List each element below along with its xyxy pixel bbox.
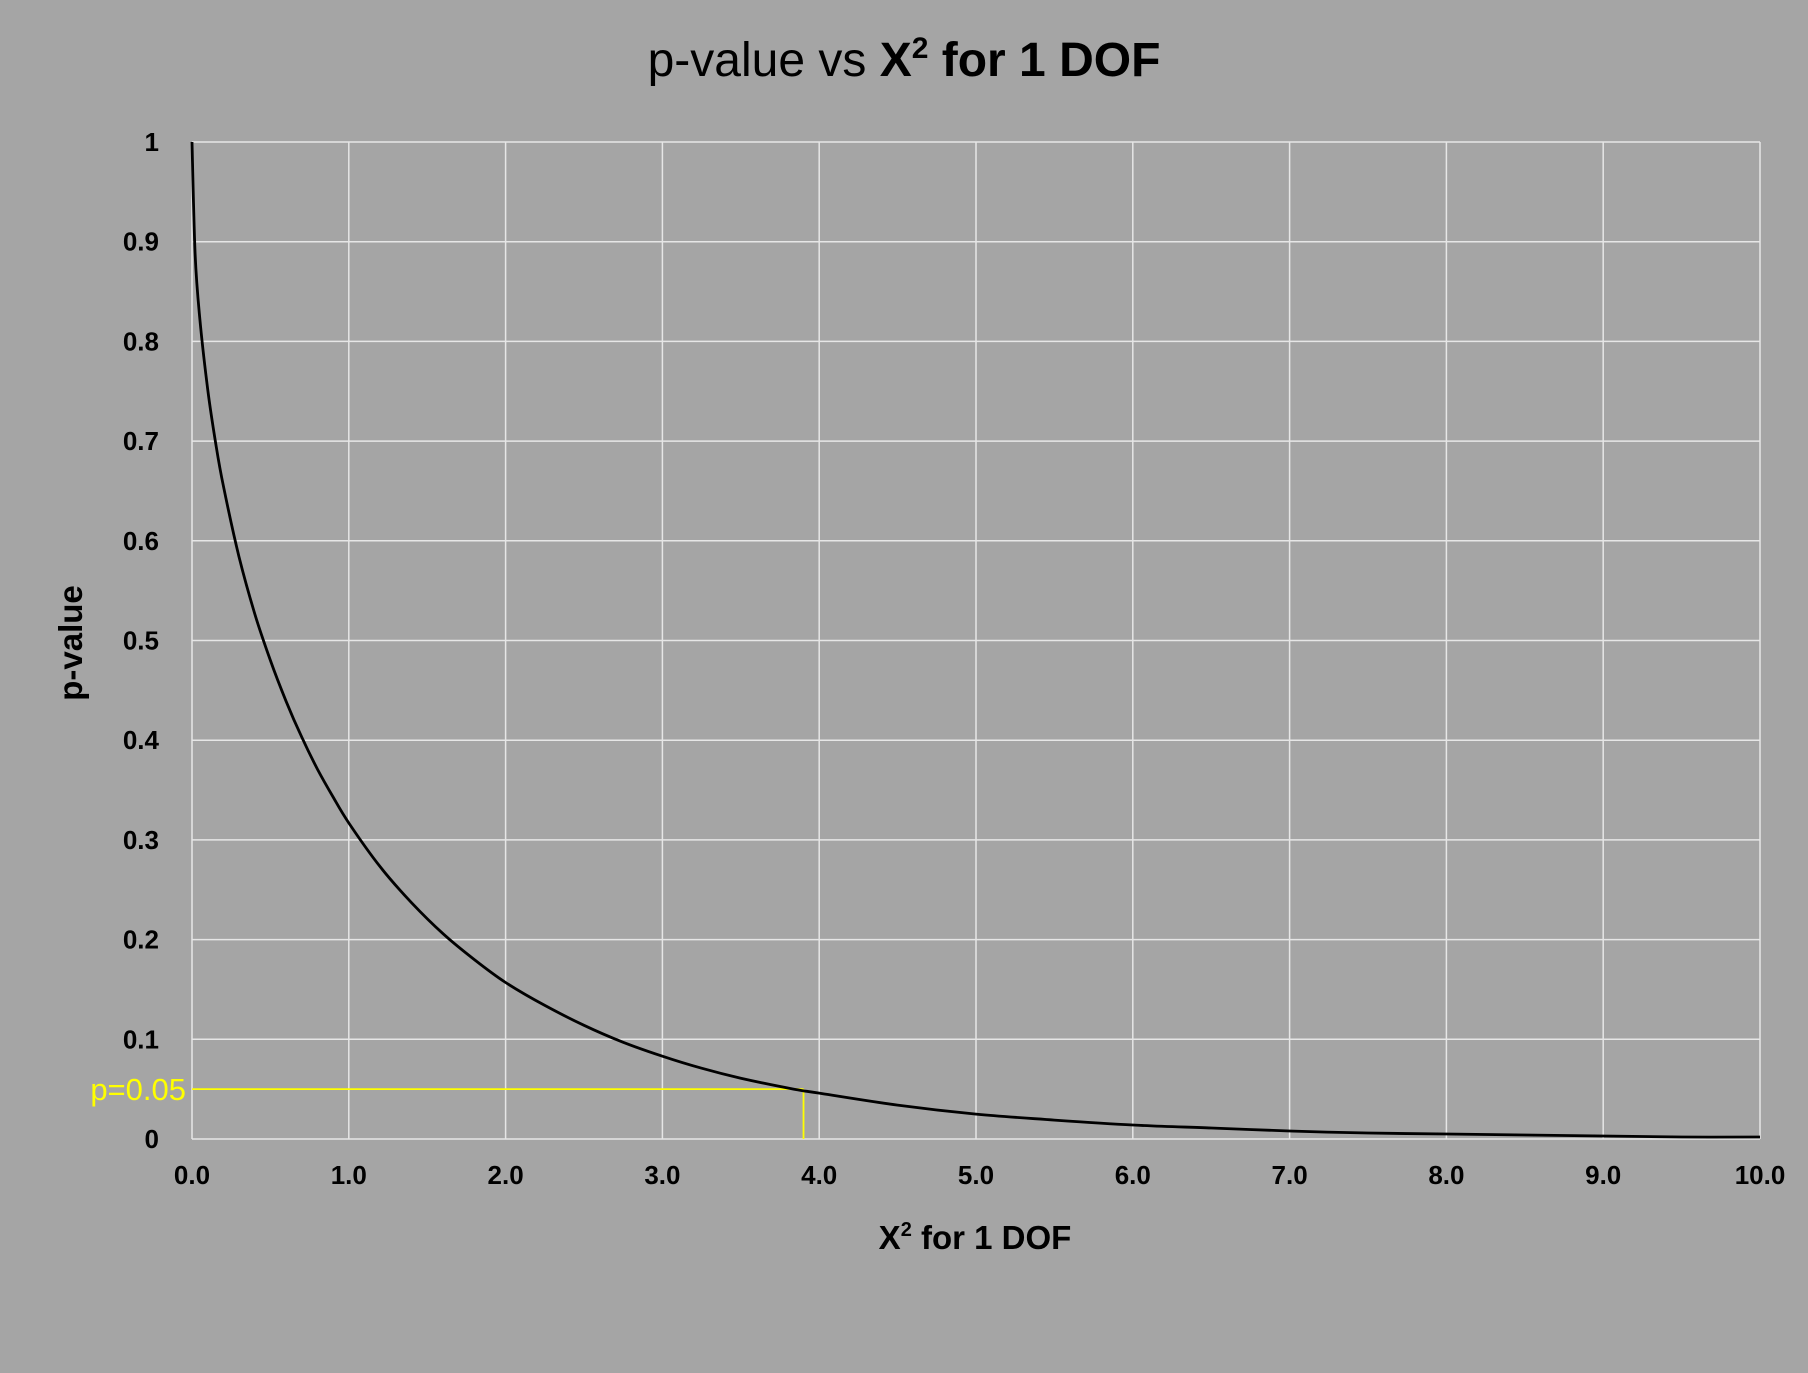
chart-title-prefix: p-value vs	[648, 34, 880, 87]
x-axis-label-rest: for 1 DOF	[912, 1219, 1072, 1256]
y-tick-label: 1	[145, 127, 159, 157]
x-axis-label-sup: 2	[901, 1219, 912, 1241]
x-tick-labels: 0.0 1.0 2.0 3.0 4.0 5.0 6.0 7.0 8.0 9.0 10.0	[174, 1160, 1785, 1190]
y-tick-label: 0	[145, 1124, 159, 1154]
threshold-label: p=0.05	[90, 1072, 186, 1107]
x-tick-label: 0.0	[174, 1160, 210, 1190]
x-axis-label-main: X	[879, 1219, 901, 1256]
x-tick-label: 5.0	[958, 1160, 994, 1190]
chart-title-bold-main: X	[880, 34, 912, 87]
chart-title-bold-rest: for 1 DOF	[928, 34, 1160, 87]
x-tick-label: 2.0	[488, 1160, 524, 1190]
y-axis-label: p-value	[52, 585, 89, 701]
x-tick-label: 9.0	[1585, 1160, 1621, 1190]
series	[190, 141, 1761, 1139]
p-value-curve	[190, 141, 1761, 1139]
y-tick-label: 0.2	[123, 925, 159, 955]
p-threshold-annotation: p=0.05	[90, 1072, 805, 1139]
chart-title: p-value vs X2 for 1 DOF	[648, 32, 1161, 87]
y-tick-label: 0.5	[123, 626, 159, 656]
y-tick-label: 0.9	[123, 227, 159, 257]
y-tick-labels: 0 0.1 0.2 0.3 0.4 0.5 0.6 0.7 0.8 0.9 1	[123, 127, 160, 1154]
x-tick-label: 1.0	[331, 1160, 367, 1190]
y-tick-label: 0.4	[123, 725, 160, 755]
y-tick-label: 0.8	[123, 326, 159, 356]
y-tick-label: 0.1	[123, 1024, 159, 1054]
chart-title-bold-sup: 2	[912, 32, 929, 65]
x-tick-label: 4.0	[801, 1160, 837, 1190]
x-axis-label: X2 for 1 DOF	[879, 1219, 1072, 1256]
grid	[191, 141, 1761, 1140]
y-tick-label: 0.6	[123, 526, 159, 556]
x-tick-label: 6.0	[1115, 1160, 1151, 1190]
y-tick-label: 0.3	[123, 825, 159, 855]
x-tick-label: 3.0	[644, 1160, 680, 1190]
y-tick-label: 0.7	[123, 426, 159, 456]
x-tick-label: 10.0	[1735, 1160, 1786, 1190]
x-tick-label: 7.0	[1272, 1160, 1308, 1190]
x-tick-label: 8.0	[1428, 1160, 1464, 1190]
